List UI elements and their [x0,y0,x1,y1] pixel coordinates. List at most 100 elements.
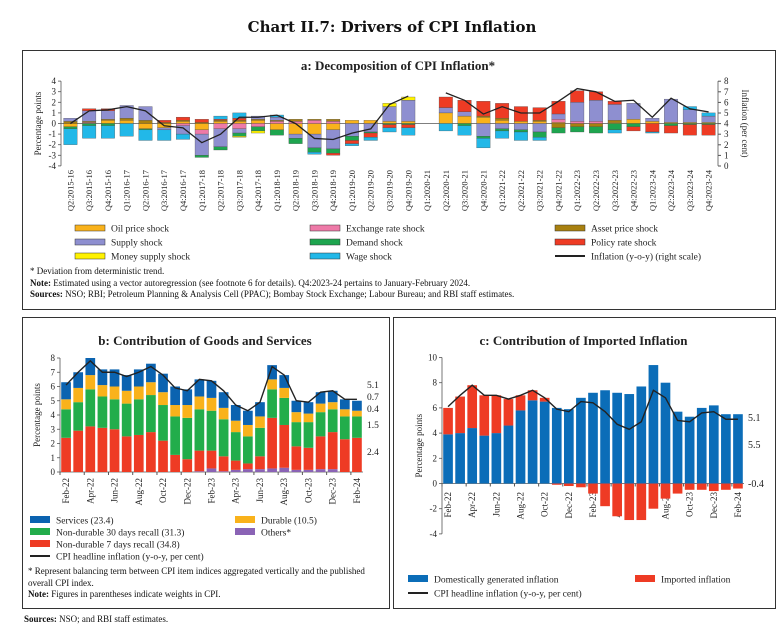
bar-segment-others [315,469,326,472]
bar-segment-wage [476,138,491,149]
bar-segment-demand [701,123,716,125]
y-tick-label: 5 [51,396,56,406]
y-tick-label: -4 [430,529,438,539]
x-tick-label: Q1:2018-19 [272,170,282,211]
bar-segment-services [291,400,302,413]
bar-segment-wage [119,123,134,137]
x-tick-label: Q1:2020-21 [422,170,432,211]
bar-segment-oil [476,116,491,124]
bar-segment-nd7 [267,417,277,469]
y-tick-label: 4 [51,410,56,420]
bar-segment-oil [607,122,622,124]
y-tick-label: 2 [433,453,438,463]
bar-segment-fx [194,129,209,135]
bar-segment-domestic [527,400,538,484]
legend-label: Demand shock [346,239,403,249]
x-tick-label: Q2:2018-19 [291,170,301,211]
bar-segment-asset [138,120,153,124]
bar-segment-imported [564,483,574,487]
bar-segment-demand [269,129,284,136]
y2-tick-label: 6 [724,97,729,107]
legend-label: Durable (10.5) [261,516,317,527]
bar-segment-demand [682,123,697,125]
bar-segment-durable [267,379,277,390]
bar-segment-policy [438,96,453,108]
bar-segment-nd7 [133,434,144,472]
bar-segment-wage [82,125,97,139]
bar-segment-durable [279,387,290,398]
bar-segment-durable [182,405,193,418]
bar-segment-wage [232,112,247,119]
bar-segment-asset [495,118,510,121]
x-tick-label: Jun-22 [110,478,120,503]
legend-label: Exchange rate shock [346,225,425,235]
x-tick-label: Aug-22 [516,492,526,520]
bar-segment-supply [682,109,697,123]
bar-segment-durable [109,386,120,400]
bar-segment-asset [589,123,603,127]
panel-title: c: Contribution of Imported Inflation [479,333,688,348]
bar-segment-policy [626,126,641,132]
x-tick-label: Feb-22 [443,492,453,518]
bar-segment-others [243,469,253,472]
x-tick-label: Feb-23 [588,492,598,518]
bar-segment-oil [138,123,153,129]
bar-segment-nd30 [255,427,265,457]
bar-segment-asset [326,119,341,122]
bar-segment-services [170,386,180,406]
bar-segment-fx [307,120,322,124]
bar-segment-asset [476,115,491,118]
bar-segment-supply [382,106,397,122]
bar-segment-domestic [636,386,647,484]
bar-segment-nd7 [194,450,205,472]
bar-segment-wage [157,129,172,141]
bar-segment-imported [551,483,562,485]
panel-a-notes: * Deviation from deterministic trend. No… [30,266,770,301]
bar-segment-supply [626,103,641,120]
cpi-line [65,359,357,412]
bar-segment-nd30 [146,395,156,433]
y-tick-label: -4 [49,161,57,171]
x-tick-label: Dec-23 [709,492,719,519]
bar-segment-policy [345,140,359,144]
y-tick-label: -3 [49,150,57,160]
bar-segment-imported [733,483,743,489]
x-tick-label: Oct-23 [303,478,313,503]
bar-segment-wage [363,137,378,141]
legend-swatch-durable [235,516,255,523]
bar-segment-demand [82,123,97,126]
bar-segment-policy [157,120,172,123]
bar-segment-supply [119,105,134,119]
legend-swatch-oil [74,224,106,232]
legend-label: Imported inflation [661,575,731,586]
bar-segment-nd7 [146,432,156,472]
y-axis-label: Percentage points [32,383,42,447]
bar-segment-oil [307,123,322,135]
bar-segment-nd30 [97,396,108,428]
bar-segment-asset [307,119,322,121]
end-label-line: 5.1 [748,413,761,424]
bar-segment-domestic [564,409,574,484]
bar-segment-domestic [515,410,526,484]
x-tick-label: Q4:2016-17 [178,170,188,211]
legend-label: Asset price shock [591,225,658,235]
bar-segment-domestic [551,407,562,484]
bar-segment-nd7 [230,460,241,470]
bar-segment-imported [612,483,622,517]
bar-segment-supply [438,107,453,114]
bar-segment-fx [232,123,247,129]
bar-segment-services [182,389,193,406]
x-tick-label: Q1:2016-17 [122,170,132,211]
end-label-nd7: 2.4 [367,448,379,458]
bar-segment-domestic [733,414,743,484]
bar-segment-durable [97,385,108,397]
bar-segment-domestic [503,425,514,484]
bar-segment-domestic [467,428,478,484]
bar-segment-nd7 [279,424,290,468]
bar-segment-oil [213,121,228,124]
bar-segment-nd7 [339,439,350,472]
bar-segment-imported [624,483,635,521]
bar-segment-policy [382,124,397,128]
bar-segment-demand [138,128,153,131]
end-label-nd30: 1.5 [367,421,379,431]
